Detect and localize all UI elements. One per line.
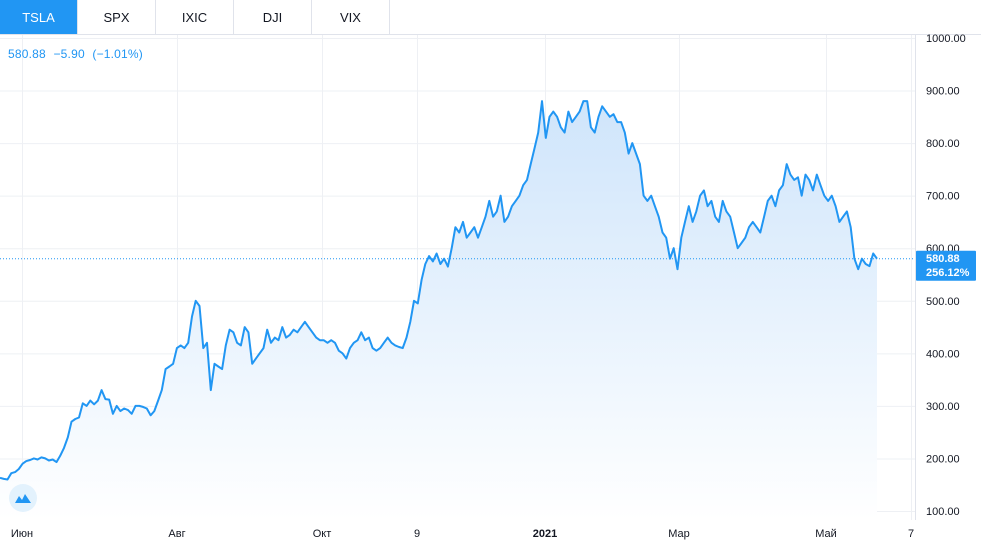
x-tick-label: Июн [11,528,33,540]
logo-glyph [15,494,31,503]
quote-price: 580.88 [8,47,46,61]
time-axis[interactable]: Июн Авг Окт 9 2021 Мар Май 7 [11,528,914,540]
x-tick-label: 2021 [533,528,557,540]
last-price-tag-bg [916,250,976,281]
x-tick-label: Май [815,528,837,540]
tab-dji[interactable]: DJI [234,0,312,34]
tab-tsla[interactable]: TSLA [0,0,78,34]
tab-ixic[interactable]: IXIC [156,0,234,34]
x-tick-label: Мар [668,528,690,540]
y-tick-label: 700.00 [926,191,960,203]
last-price-value: 580.88 [926,253,960,265]
y-tick-label: 100.00 [926,506,960,518]
x-tick-label: Авг [168,528,185,540]
x-tick-label: 7 [908,528,914,540]
y-tick-label: 900.00 [926,86,960,98]
quote-summary: 580.88 −5.90 (−1.01%) [8,47,147,61]
area-fill [0,101,877,520]
price-axis[interactable]: 100.00200.00300.00400.00500.00600.00700.… [926,33,966,518]
tradingview-logo-icon[interactable] [9,484,37,512]
last-price-pct: 256.12% [926,267,970,279]
x-tick-label: 9 [414,528,420,540]
y-tick-label: 400.00 [926,348,960,360]
y-tick-label: 800.00 [926,138,960,150]
x-tick-label: Окт [313,528,332,540]
y-tick-label: 300.00 [926,401,960,413]
tab-vix[interactable]: VIX [312,0,390,34]
y-tick-label: 1000.00 [926,33,966,45]
y-tick-label: 200.00 [926,453,960,465]
quote-change: −5.90 [53,47,85,61]
last-price-tag: 580.88 256.12% [916,250,976,281]
quote-change-pct: (−1.01%) [92,47,144,61]
y-tick-label: 500.00 [926,296,960,308]
symbol-tabs: TSLA SPX IXIC DJI VIX [0,0,981,35]
tab-spx[interactable]: SPX [78,0,156,34]
